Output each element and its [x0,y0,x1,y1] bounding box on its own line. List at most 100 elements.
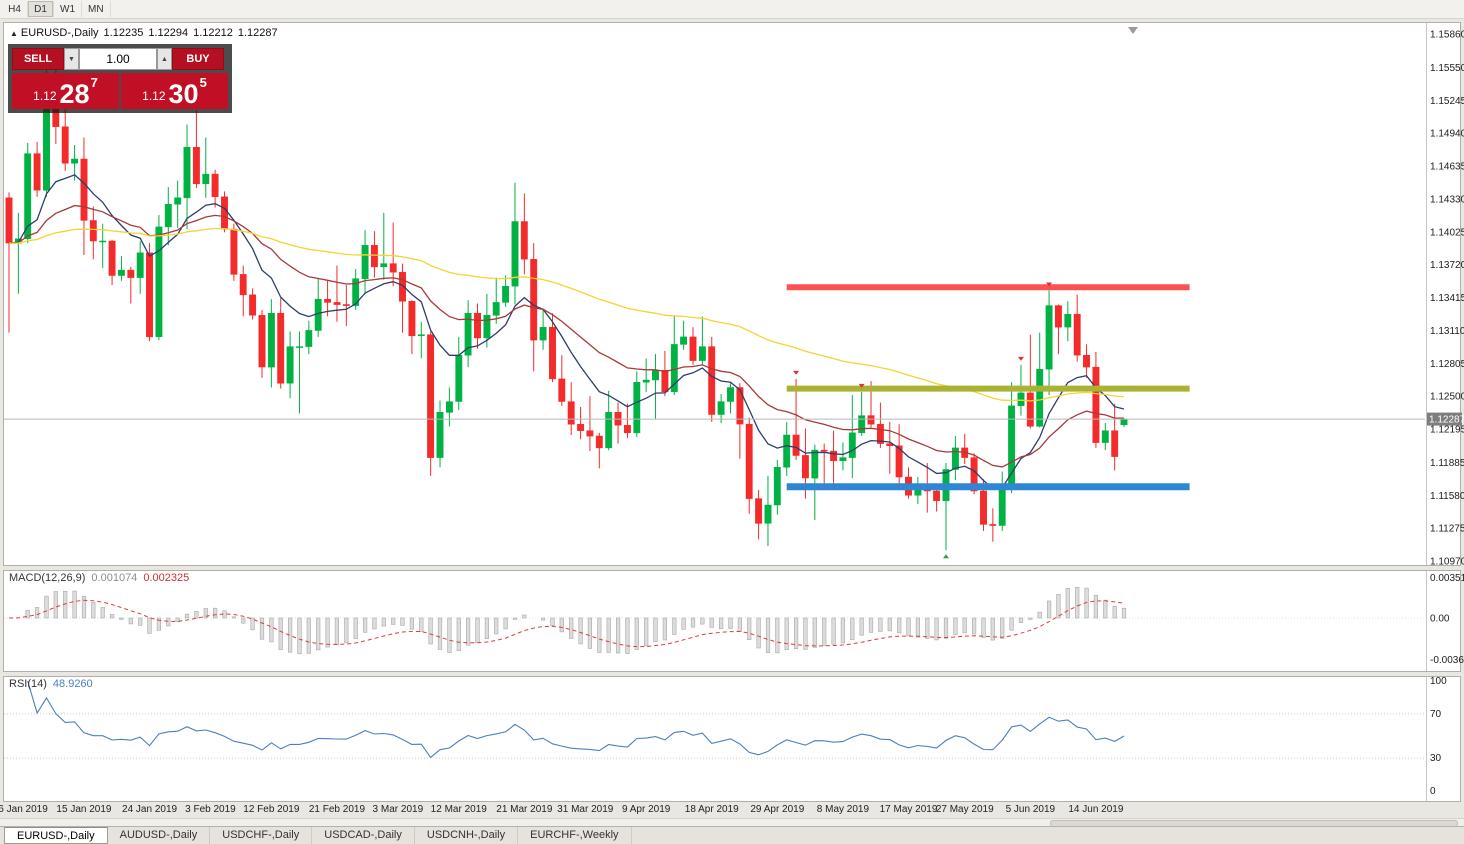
buy-price-display[interactable]: 1.12 30 5 [121,73,228,109]
date-axis-label: 18 Apr 2019 [684,804,739,815]
price-scale-label: 1.14025 [1430,227,1464,238]
timeframe-mn-button[interactable]: MN [82,1,111,17]
ma-line-10 [8,174,1125,490]
date-axis-label: 3 Feb 2019 [185,804,236,815]
rsi-indicator-panel[interactable]: 100 70 30 0 [0,676,1464,802]
date-axis-label: 15 Jan 2019 [56,804,112,815]
chart-symbol-title: EURUSD-,Daily [20,27,99,39]
timeframe-w1-button[interactable]: W1 [54,1,82,17]
date-axis-label: 5 Jun 2019 [1005,804,1056,815]
ohlc-open: 1.12235 [103,27,144,39]
price-scale-label: 1.11885 [1430,458,1464,469]
ma-line-80 [8,227,1125,402]
price-scale-label: 1.12195 [1430,425,1464,436]
date-axis-label: 21 Feb 2019 [308,804,366,815]
date-axis-label: 9 Apr 2019 [621,804,671,815]
macd-scale-label: 0.00 [1430,614,1450,625]
chevron-down-icon: ▼ [68,55,75,63]
date-axis-label: 27 May 2019 [935,804,994,815]
horizontal-scrollbar[interactable] [0,818,1464,827]
macd-histogram [25,587,1127,655]
price-scale-label: 1.14635 [1430,162,1464,173]
date-axis-label: 31 Mar 2019 [557,804,614,815]
chart-shift-marker[interactable] [1128,27,1138,34]
tab-eurchf-weekly[interactable]: EURCHF-,Weekly [518,827,632,844]
buy-price-prefix: 1.12 [142,89,166,103]
sell-price-big: 28 [59,79,90,109]
chart-tab-bar: EURUSD-,Daily AUDUSD-,Daily USDCHF-,Daily U… [0,826,1464,844]
macd-signal-line [8,599,1125,648]
price-scale-label: 1.13415 [1430,293,1464,304]
fractal-mark [858,383,865,388]
ohlc-low: 1.12212 [193,27,233,39]
tab-usdchf-daily[interactable]: USDCHF-,Daily [210,827,313,844]
price-scale-label: 1.12500 [1430,392,1464,403]
tab-usdcad-daily[interactable]: USDCAD-,Daily [312,827,415,844]
current-price-badge [1427,412,1462,426]
chevron-up-icon: ▲ [161,55,168,63]
buy-price-big: 30 [168,79,199,109]
buy-button[interactable]: BUY [172,48,224,70]
macd-label: MACD(12,26,9) [9,572,86,584]
macd-scale-label: -0.00367 [1430,655,1464,666]
date-axis: 6 Jan 2019 15 Jan 2019 24 Jan 2019 3 Feb 20… [0,802,1464,818]
date-axis-label: 12 Mar 2019 [430,804,487,815]
rsi-panel-frame [3,676,1461,802]
fractal-mark [943,554,949,559]
macd-header: MACD(12,26,9) 0.001074 0.002325 [9,572,189,584]
macd-signal-value: 0.002325 [143,572,190,584]
date-axis-label: 14 Jun 2019 [1068,804,1124,815]
macd-indicator-panel[interactable]: 0.003518 0.00 -0.00367 [0,570,1464,672]
rsi-label: RSI(14) [9,678,47,690]
ma-line-25 [8,204,1125,468]
sell-button[interactable]: SELL [12,48,64,70]
price-scale-label: 1.11580 [1430,491,1464,502]
volume-increase-button[interactable]: ▲ [157,48,172,70]
rsi-scale-label: 30 [1430,753,1442,764]
price-scale-label: 1.15245 [1430,96,1464,107]
price-scale-label: 1.13720 [1430,260,1464,271]
rsi-scale-label: 100 [1430,676,1447,687]
timeframe-d1-button[interactable]: D1 [28,1,54,17]
date-axis-label: 6 Jan 2019 [0,804,48,815]
tab-usdcnh-daily[interactable]: USDCNH-,Daily [415,827,519,844]
date-axis-label: 8 May 2019 [816,804,870,815]
timeframe-h4-button[interactable]: H4 [2,1,28,17]
rsi-scale-label: 70 [1430,709,1442,720]
candlestick-series [5,49,1128,551]
volume-decrease-button[interactable]: ▼ [64,48,79,70]
volume-input[interactable] [79,48,157,70]
main-price-chart[interactable]: 1.122871.158601.155501.152451.149401.146… [0,22,1464,567]
fractal-mark [1017,356,1024,361]
tab-audusd-daily[interactable]: AUDUSD-,Daily [108,827,211,844]
price-scale-label: 1.11275 [1430,524,1464,535]
date-axis-label: 21 Mar 2019 [496,804,553,815]
sell-price-display[interactable]: 1.12 28 7 [12,73,119,109]
macd-scale-label: 0.003518 [1430,573,1464,584]
sell-price-pip: 7 [90,75,98,90]
date-axis-label: 12 Feb 2019 [243,804,300,815]
price-scale-label: 1.10970 [1430,557,1464,567]
date-axis-label: 29 Apr 2019 [750,804,805,815]
date-axis-label: 17 May 2019 [879,804,938,815]
rsi-scale-label: 0 [1430,786,1436,797]
fractal-mark [793,370,800,375]
collapse-panel-icon[interactable]: ▲ [10,29,18,38]
current-price-badge-label: 1.12287 [1429,415,1464,426]
ohlc-high: 1.12294 [148,27,189,39]
rsi-value: 48.9260 [52,678,93,690]
timeframe-toolbar: H4 D1 W1 MN [0,0,1464,19]
price-scale-label: 1.12805 [1430,359,1464,370]
sell-price-prefix: 1.12 [33,89,57,103]
price-scale-label: 1.14940 [1430,129,1464,140]
price-scale-label: 1.15550 [1430,63,1464,74]
macd-main-value: 0.001074 [91,572,138,584]
tab-eurusd-daily[interactable]: EURUSD-,Daily [4,827,108,844]
ohlc-close: 1.12287 [237,27,278,39]
price-scale-label: 1.15860 [1430,30,1464,41]
rsi-line [27,680,1125,759]
price-scale-label: 1.13110 [1430,326,1464,337]
buy-price-pip: 5 [199,75,207,90]
